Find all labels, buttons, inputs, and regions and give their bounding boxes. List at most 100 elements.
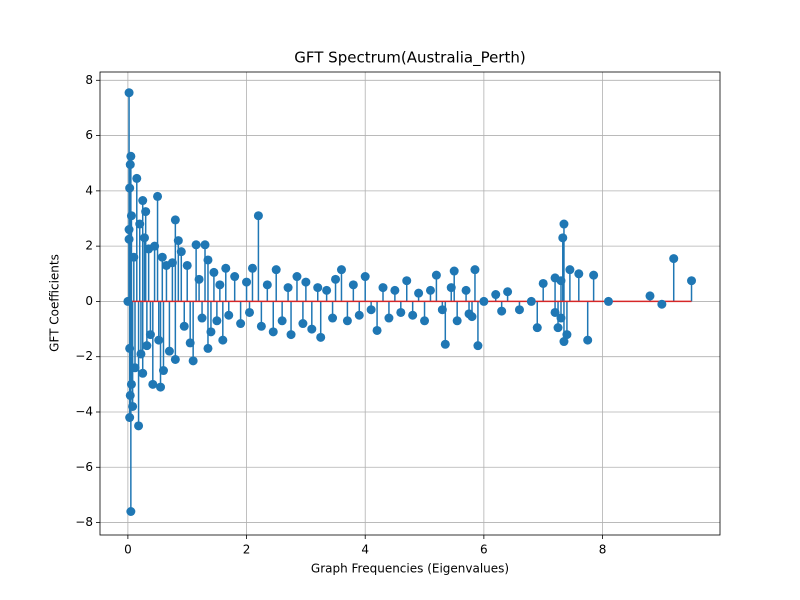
stem-marker (125, 413, 135, 423)
stem-marker (446, 283, 456, 293)
stem-marker (124, 88, 134, 98)
stem-marker (336, 265, 346, 275)
stem-marker (322, 285, 332, 295)
stem-marker (215, 280, 225, 290)
stem-marker (173, 236, 183, 246)
stem-marker (348, 280, 358, 290)
stem-marker (126, 379, 136, 389)
stem-marker (589, 270, 599, 280)
stem-marker (425, 285, 435, 295)
x-tick-label: 6 (480, 543, 488, 557)
stem-marker (431, 270, 441, 280)
stem-marker (176, 247, 186, 257)
stem-marker (154, 335, 164, 345)
stem-marker (141, 207, 151, 217)
x-tick-label: 8 (599, 543, 607, 557)
stem-marker (167, 258, 177, 268)
stem-marker (134, 421, 144, 431)
stem-marker (479, 296, 489, 306)
stem-marker (218, 335, 228, 345)
stem-marker (553, 323, 563, 333)
stem-marker (197, 313, 207, 323)
stem-marker (384, 313, 394, 323)
stem-marker (124, 225, 134, 235)
stem-marker (271, 265, 281, 275)
stem-marker (574, 269, 584, 279)
stem-marker (286, 330, 296, 340)
stem-marker (125, 343, 135, 353)
stem-marker (268, 327, 278, 337)
stem-marker (179, 321, 189, 331)
stem-marker (148, 379, 158, 389)
stem-marker (556, 313, 566, 323)
stem-marker (342, 316, 352, 326)
stem-marker (138, 196, 148, 206)
stem-marker (242, 277, 252, 287)
chart-title: GFT Spectrum(Australia_Perth) (294, 49, 525, 68)
stem-marker (532, 323, 542, 333)
y-tick-label: −8 (75, 515, 93, 529)
stem-marker (331, 274, 341, 284)
x-tick-label: 2 (243, 543, 251, 557)
stem-marker (470, 265, 480, 275)
stem-marker (126, 507, 136, 517)
stem-marker (247, 263, 257, 273)
stem-marker (452, 316, 462, 326)
stem-marker (188, 356, 198, 366)
stem-marker (153, 191, 163, 201)
stem-marker (236, 319, 246, 329)
x-tick-label: 0 (124, 543, 132, 557)
y-axis-label: GFT Coefficients (48, 254, 62, 352)
stem-marker (558, 233, 568, 243)
stem-marker (559, 219, 569, 229)
y-tick-label: 0 (85, 294, 93, 308)
stem-marker (182, 260, 192, 270)
stem-marker (194, 274, 204, 284)
stem-marker (354, 310, 364, 320)
stem-marker (316, 332, 326, 342)
stem-marker (440, 339, 450, 349)
y-tick-label: 6 (85, 128, 93, 142)
stem-marker (687, 276, 697, 286)
stem-marker (262, 280, 272, 290)
stem-marker (360, 272, 370, 282)
stem-marker (491, 290, 501, 300)
stem-marker (256, 321, 266, 331)
y-tick-label: 2 (85, 239, 93, 253)
stem-marker (136, 349, 146, 359)
stem-marker (135, 219, 145, 229)
stem-marker (657, 299, 667, 309)
stem-marker (277, 316, 287, 326)
stem-marker (138, 368, 148, 378)
axes-frame (99, 71, 721, 536)
stem-marker (313, 283, 323, 293)
stem-marker (145, 330, 155, 340)
stem-marker (414, 288, 424, 298)
stem-marker (378, 283, 388, 293)
stem-marker (301, 277, 311, 287)
stem-marker (556, 276, 566, 286)
stem-marker (669, 254, 679, 264)
stem-marker (126, 211, 136, 221)
stem-marker (562, 330, 572, 340)
stem-marker (292, 272, 302, 282)
stem-marker (514, 305, 524, 315)
stem-marker (402, 276, 412, 286)
stem-marker (307, 324, 317, 334)
stem-marker (408, 310, 418, 320)
stem-marker (156, 382, 166, 392)
stem-marker (503, 287, 513, 297)
stem-marker (124, 234, 134, 244)
stem-marker (298, 319, 308, 329)
stem-marker (157, 252, 167, 262)
stem-marker (123, 296, 133, 306)
plot-area (123, 88, 697, 517)
stem-marker (212, 316, 222, 326)
stem-marker (191, 240, 201, 250)
stem-marker (126, 151, 136, 161)
stem-marker (150, 241, 160, 251)
x-axis-label: Graph Frequencies (Eigenvalues) (311, 562, 509, 576)
stem-marker (185, 338, 195, 348)
stem-marker (449, 266, 459, 276)
